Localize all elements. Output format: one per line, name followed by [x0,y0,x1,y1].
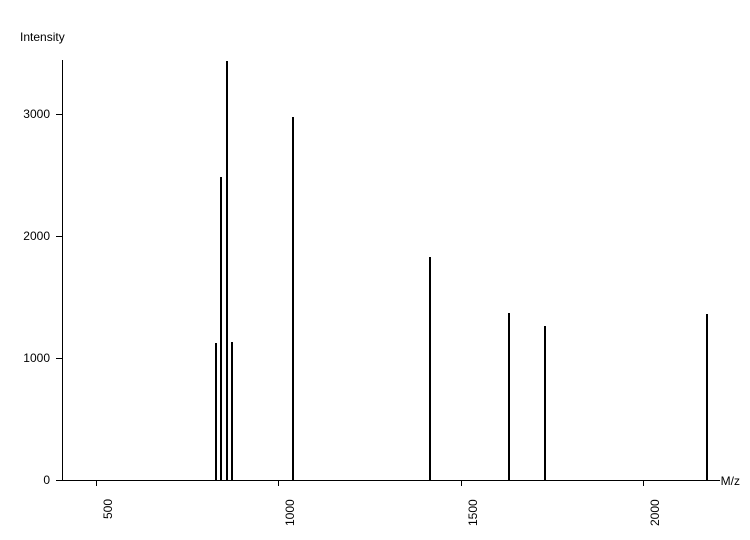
x-tick [278,480,279,486]
spectrum-peak [231,342,233,480]
x-tick-label: 1500 [466,499,480,526]
x-axis-line [62,480,720,481]
spectrum-peak [226,61,228,480]
spectrum-peak [292,117,294,480]
y-tick-label: 2000 [0,229,50,243]
x-tick-label: 2000 [648,499,662,526]
y-tick-label: 1000 [0,351,50,365]
x-tick-label: 500 [101,499,115,519]
x-tick-label: 1000 [283,499,297,526]
spectrum-peak [215,343,217,480]
y-tick [56,114,62,115]
spectrum-peak [429,257,431,480]
y-tick [56,236,62,237]
spectrum-peak [508,313,510,480]
y-tick-label: 3000 [0,107,50,121]
x-axis-title: M/z [721,474,740,488]
x-tick [461,480,462,486]
x-tick [643,480,644,486]
y-axis-title: Intensity [20,30,65,44]
y-tick [56,358,62,359]
y-tick [56,480,62,481]
x-tick [96,480,97,486]
spectrum-peak [706,314,708,480]
spectrum-peak [220,177,222,480]
y-axis-line [62,60,63,480]
mass-spectrum-chart: Intensity M/z 0 1000 2000 3000 500 1000 1500 20… [0,0,750,540]
spectrum-peak [544,326,546,480]
y-tick-label: 0 [0,473,50,487]
